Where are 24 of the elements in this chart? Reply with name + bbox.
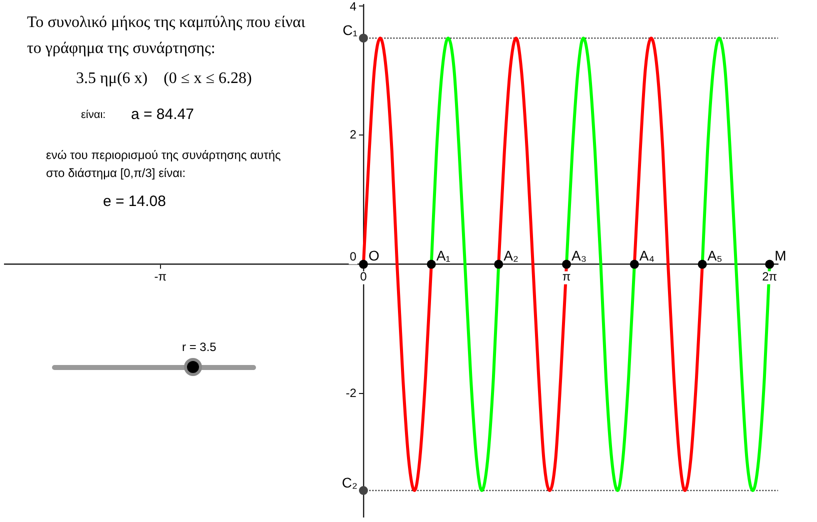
annotation: M [774,247,786,264]
y-tick-label: 0 [350,250,357,264]
annotation: C₁ [342,22,358,38]
annotation: A₁ [436,247,451,264]
annotation: a = 84.47 [131,106,194,124]
annotation: ενώ του περιορισμού της συνάρτησης αυτής στο διάστημα [0,π/3] είναι: [46,147,282,182]
annotation: A₂ [504,247,518,264]
x-tick-label: π [562,270,571,284]
annotation: A₃ [572,247,587,264]
y-tick-label: -2 [346,386,357,400]
x-tick-label: 2π [762,270,778,284]
y-tick-label: 2 [350,127,357,142]
annotation: είναι: [81,108,106,122]
annotation: A₄ [639,247,655,264]
annotation: Το συνολικό μήκος της καμπύλης που είναι το γράφημα της συνάρτησης: [27,13,306,59]
y-tick-label: 4 [350,0,357,14]
annotation: 3.5 ημ(6 x) (0 ≤ x ≤ 6.28) [76,69,252,89]
annotation: r = 3.5 [182,340,216,354]
annotation: e = 14.08 [103,193,166,211]
annotation: O [368,247,380,264]
annotation: C₂ [342,474,358,491]
annotation: A₅ [707,247,722,264]
x-tick-label: 0 [360,270,368,284]
x-tick-label: -π [154,270,167,284]
